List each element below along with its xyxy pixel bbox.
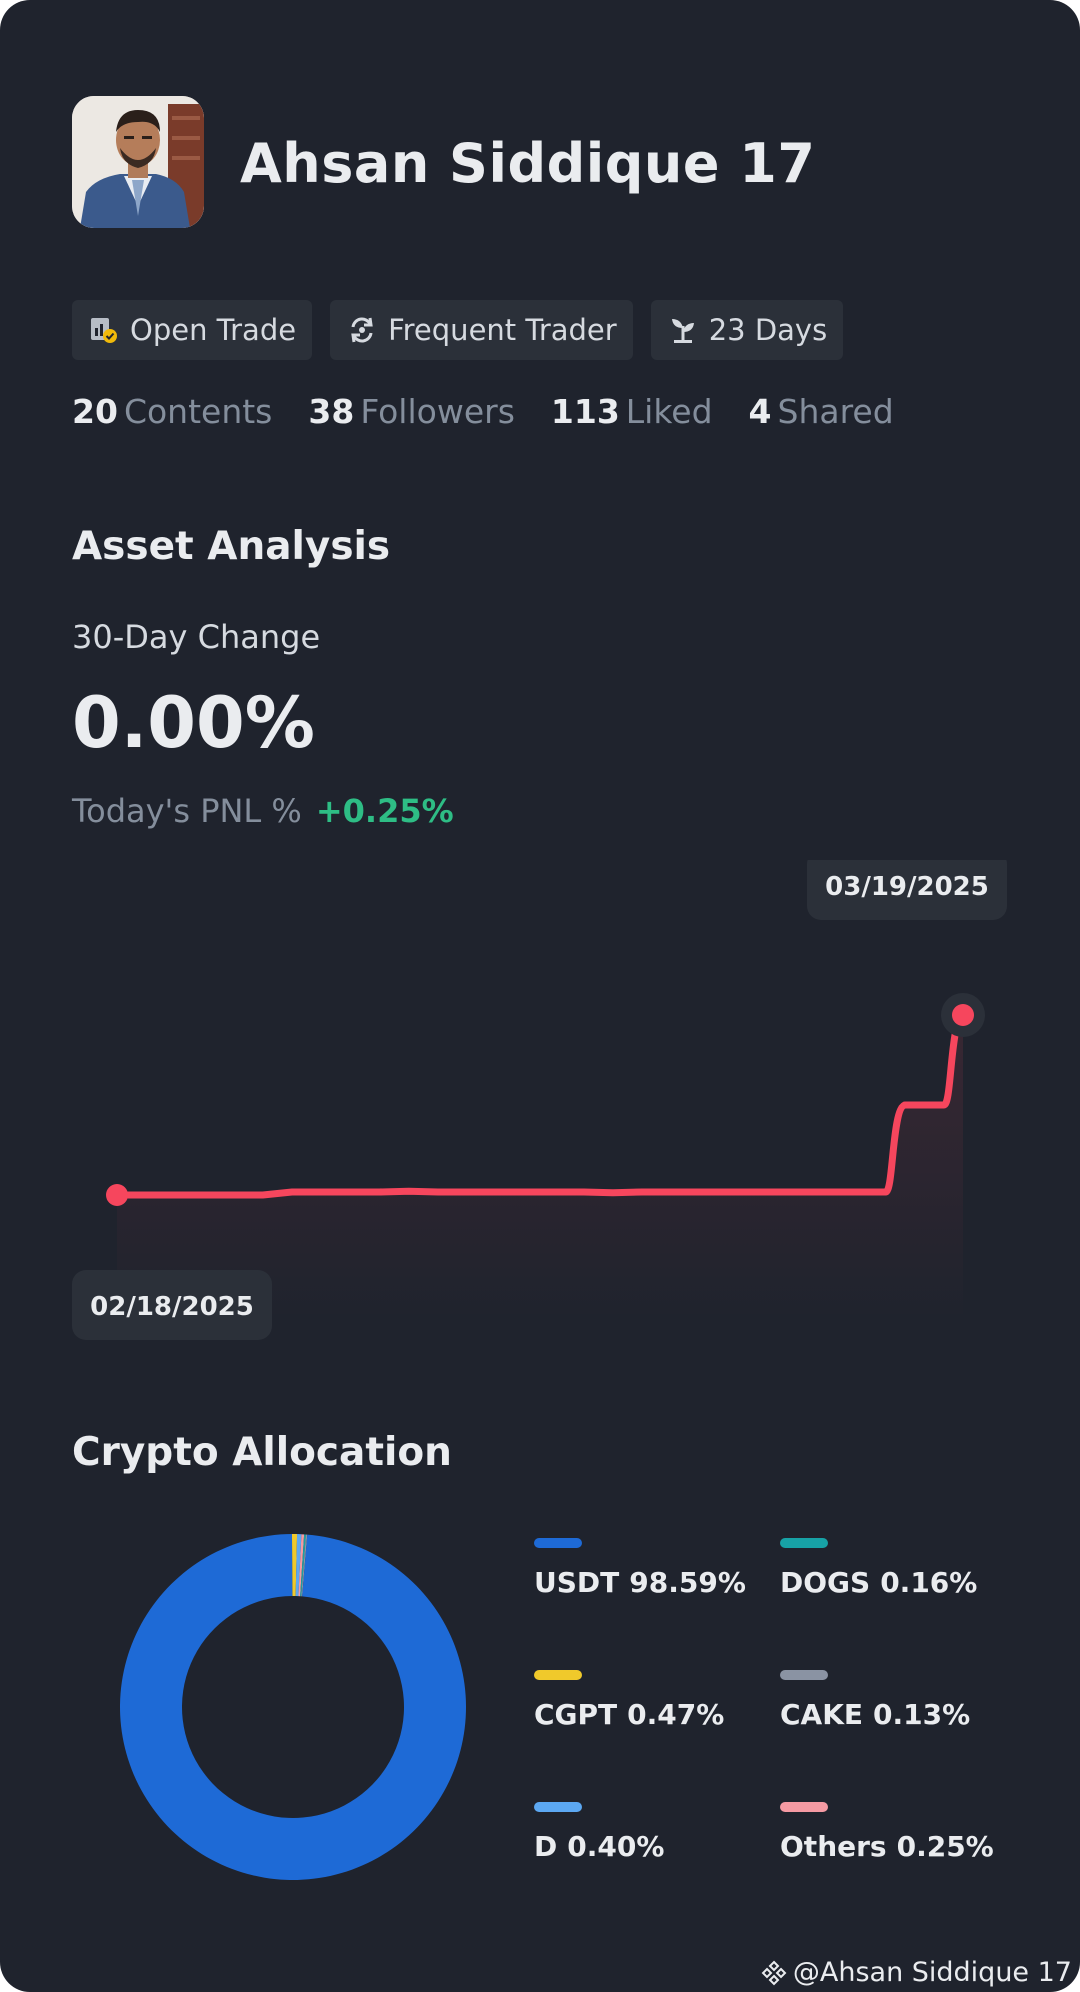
tag-open-trade[interactable]: Open Trade bbox=[72, 300, 313, 360]
stat-liked[interactable]: 113 Liked bbox=[551, 392, 713, 431]
legend-percent: 0.47% bbox=[627, 1698, 725, 1731]
stat-value: 38 bbox=[308, 392, 355, 431]
change-label: 30-Day Change bbox=[72, 618, 321, 656]
crypto-allocation-title: Crypto Allocation bbox=[72, 1430, 452, 1475]
chart-start-point[interactable] bbox=[106, 1184, 128, 1206]
legend-item-d[interactable]: D 0.40% bbox=[534, 1802, 664, 1863]
donut-slice-cgpt[interactable] bbox=[291, 1534, 298, 1597]
allocation-legend: USDT 98.59% DOGS 0.16% CGPT 0.47% CAKE 0.13% D 0.… bbox=[534, 1538, 1014, 1868]
start-date-label-text: 02/18/2025 bbox=[90, 1292, 254, 1322]
legend-item-cake[interactable]: CAKE 0.13% bbox=[780, 1670, 970, 1731]
chart-area-fill bbox=[117, 1015, 965, 1320]
asset-analysis-title: Asset Analysis bbox=[72, 524, 391, 569]
legend-text: USDT 98.59% bbox=[534, 1566, 746, 1599]
legend-item-usdt[interactable]: USDT 98.59% bbox=[534, 1538, 746, 1599]
todays-pnl: Today's PNL % +0.25% bbox=[72, 792, 454, 830]
pnl-value: +0.25% bbox=[315, 792, 454, 830]
trader-tags: Open Trade Frequent Trader 23 Days bbox=[72, 300, 844, 360]
stat-value: 113 bbox=[550, 392, 620, 431]
tag-days[interactable]: 23 Days bbox=[650, 300, 844, 360]
legend-percent: 0.25% bbox=[896, 1830, 994, 1863]
legend-swatch bbox=[534, 1802, 582, 1812]
sprout-icon bbox=[671, 319, 694, 343]
donut-slice-cake[interactable] bbox=[301, 1534, 308, 1597]
tag-label: 23 Days bbox=[708, 313, 828, 347]
tag-label: Open Trade bbox=[130, 313, 297, 347]
stat-value: 4 bbox=[748, 392, 772, 431]
legend-percent: 0.40% bbox=[567, 1830, 665, 1863]
donut-slice-d[interactable] bbox=[295, 1534, 302, 1597]
legend-text: CAKE 0.13% bbox=[780, 1698, 970, 1731]
stat-label: Contents bbox=[123, 392, 273, 431]
stat-shared[interactable]: 4 Shared bbox=[749, 392, 894, 431]
legend-swatch bbox=[780, 1538, 828, 1548]
chart-end-point[interactable] bbox=[952, 1004, 974, 1026]
stat-label: Followers bbox=[360, 392, 515, 431]
donut-slice-others[interactable] bbox=[298, 1534, 305, 1597]
avatar[interactable] bbox=[72, 96, 204, 228]
stat-label: Shared bbox=[777, 392, 894, 431]
tag-frequent-trader[interactable]: Frequent Trader bbox=[330, 300, 633, 360]
legend-swatch bbox=[534, 1670, 582, 1680]
legend-name: CAKE bbox=[780, 1698, 864, 1731]
legend-name: D bbox=[534, 1830, 558, 1863]
stat-label: Liked bbox=[625, 392, 713, 431]
legend-item-others[interactable]: Others 0.25% bbox=[780, 1802, 994, 1863]
legend-item-cgpt[interactable]: CGPT 0.47% bbox=[534, 1670, 724, 1731]
pnl-line-chart[interactable]: 02/18/2025 03/19/2025 bbox=[0, 860, 1080, 1340]
open-trade-icon bbox=[91, 318, 117, 343]
tag-label: Frequent Trader bbox=[388, 313, 617, 347]
allocation-donut-chart[interactable] bbox=[120, 1534, 466, 1880]
legend-item-dogs[interactable]: DOGS 0.16% bbox=[780, 1538, 977, 1599]
watermark: @Ahsan Siddique 17 bbox=[761, 1957, 1072, 1988]
stat-followers[interactable]: 38 Followers bbox=[308, 392, 515, 431]
frequent-trader-icon bbox=[351, 317, 373, 343]
change-value: 0.00% bbox=[72, 682, 315, 764]
end-date-label: 03/19/2025 bbox=[807, 860, 1007, 920]
watermark-text: @Ahsan Siddique 17 bbox=[792, 1957, 1072, 1988]
stat-value: 20 bbox=[72, 392, 118, 431]
legend-name: CGPT bbox=[534, 1698, 618, 1731]
donut-slice-usdt[interactable] bbox=[120, 1534, 466, 1880]
username: Ahsan Siddique 17 bbox=[240, 132, 816, 195]
legend-name: DOGS bbox=[780, 1566, 871, 1599]
legend-swatch bbox=[780, 1802, 828, 1812]
legend-swatch bbox=[780, 1670, 828, 1680]
legend-text: DOGS 0.16% bbox=[780, 1566, 977, 1599]
legend-name: USDT bbox=[534, 1566, 620, 1599]
stat-contents[interactable]: 20 Contents bbox=[72, 392, 272, 431]
chart-series-line bbox=[113, 1011, 968, 1199]
legend-text: D 0.40% bbox=[534, 1830, 664, 1863]
legend-text: Others 0.25% bbox=[780, 1830, 994, 1863]
pnl-label: Today's PNL % bbox=[72, 792, 302, 830]
end-date-label-text: 03/19/2025 bbox=[825, 872, 989, 902]
donut-slice-dogs[interactable] bbox=[300, 1534, 306, 1597]
start-date-label: 02/18/2025 bbox=[72, 1270, 272, 1340]
profile-photo bbox=[72, 96, 204, 228]
legend-name: Others bbox=[780, 1830, 887, 1863]
legend-text: CGPT 0.47% bbox=[534, 1698, 724, 1731]
legend-swatch bbox=[534, 1538, 582, 1548]
binance-logo-icon bbox=[761, 1960, 787, 1985]
legend-percent: 0.13% bbox=[873, 1698, 971, 1731]
profile-stats: 20 Contents 38 Followers 113 Liked 4 Sha… bbox=[72, 392, 894, 431]
legend-percent: 98.59% bbox=[629, 1566, 746, 1599]
legend-percent: 0.16% bbox=[880, 1566, 978, 1599]
